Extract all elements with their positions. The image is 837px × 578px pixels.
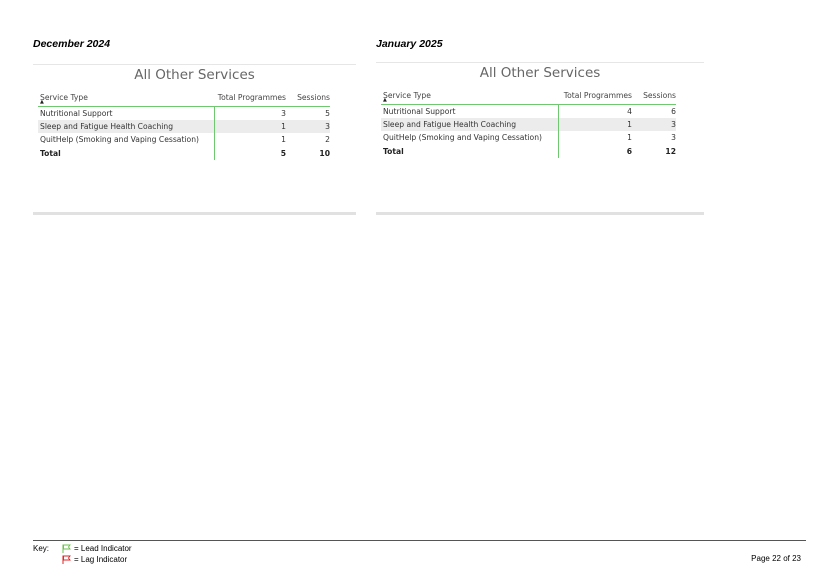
header-label: Service Type xyxy=(40,92,88,102)
cell-total-programmes: 5 xyxy=(213,146,286,160)
lag-indicator-text: = Lag Indicator xyxy=(74,555,128,564)
panel-december: All Other Services Service Type ▲ Total … xyxy=(33,64,356,216)
cell-sessions: 3 xyxy=(632,117,676,131)
cell-total-sessions: 12 xyxy=(665,146,676,156)
cell-sessions: 5 xyxy=(325,108,330,118)
col-header-total-programmes[interactable]: Total Programmes xyxy=(214,88,286,107)
panel-bottom-border xyxy=(376,212,704,215)
lead-indicator-text: = Lead Indicator xyxy=(74,544,132,553)
table-row: Sleep and Fatigue Health Coaching 1 3 xyxy=(381,117,676,131)
table-row: Sleep and Fatigue Health Coaching 1 3 xyxy=(38,119,330,133)
services-table: Service Type ▲ Total Programmes Sessions… xyxy=(38,88,330,160)
cell-sessions: 2 xyxy=(325,135,330,145)
cell-total-programmes: 4 xyxy=(557,104,632,118)
cell-service-type: Nutritional Support xyxy=(40,108,113,118)
cell-total-label: Total xyxy=(383,146,404,156)
col-header-service-type[interactable]: Service Type ▲ xyxy=(38,88,214,107)
key-lag-indicator: = Lag Indicator xyxy=(62,555,127,564)
cell-service-type: Sleep and Fatigue Health Coaching xyxy=(38,119,214,133)
panel-top-border xyxy=(376,62,704,63)
table-row: Nutritional Support 3 5 xyxy=(38,106,330,120)
cell-total-sessions: 10 xyxy=(319,148,330,158)
cell-sessions: 6 xyxy=(671,106,676,116)
sort-ascending-icon: ▲ xyxy=(383,96,387,103)
key-lead-indicator: = Lead Indicator xyxy=(62,544,132,553)
cell-service-type: Nutritional Support xyxy=(383,106,456,116)
cell-total-label: Total xyxy=(40,148,61,158)
table-header-row: Service Type ▲ Total Programmes Sessions xyxy=(381,86,676,105)
key-label: Key: xyxy=(33,544,50,553)
table-total-row: Total 6 12 xyxy=(381,144,676,158)
table-row: QuitHelp (Smoking and Vaping Cessation) … xyxy=(381,131,676,145)
header-label: Service Type xyxy=(383,90,431,100)
cell-service-type: QuitHelp (Smoking and Vaping Cessation) xyxy=(383,133,542,143)
cell-total-programmes: 1 xyxy=(557,117,632,131)
services-table: Service Type ▲ Total Programmes Sessions… xyxy=(381,86,676,158)
cell-total-programmes: 1 xyxy=(213,119,286,133)
col-header-total-programmes[interactable]: Total Programmes xyxy=(558,86,632,105)
page-number: Page 22 of 23 xyxy=(751,554,801,563)
table-row: Nutritional Support 4 6 xyxy=(381,104,676,118)
table-header-row: Service Type ▲ Total Programmes Sessions xyxy=(38,88,330,107)
panel-top-border xyxy=(33,64,356,65)
table-row: QuitHelp (Smoking and Vaping Cessation) … xyxy=(38,133,330,147)
col-header-service-type[interactable]: Service Type ▲ xyxy=(381,86,558,105)
panel-title: All Other Services xyxy=(134,67,255,83)
col-header-sessions[interactable]: Sessions xyxy=(632,86,676,105)
month-heading-december: December 2024 xyxy=(33,38,111,50)
cell-total-programmes: 6 xyxy=(557,144,632,158)
cell-service-type: Sleep and Fatigue Health Coaching xyxy=(381,117,558,131)
cell-total-programmes: 1 xyxy=(213,133,286,147)
red-flag-icon xyxy=(62,555,72,564)
cell-total-programmes: 3 xyxy=(213,106,286,120)
panel-january: All Other Services Service Type ▲ Total … xyxy=(376,62,704,215)
cell-sessions: 3 xyxy=(286,119,330,133)
cell-total-programmes: 1 xyxy=(557,131,632,145)
sort-ascending-icon: ▲ xyxy=(40,98,44,105)
footer-divider xyxy=(33,540,806,541)
green-flag-icon xyxy=(62,544,72,553)
month-heading-january: January 2025 xyxy=(376,38,443,50)
cell-service-type: QuitHelp (Smoking and Vaping Cessation) xyxy=(40,135,199,145)
cell-sessions: 3 xyxy=(671,133,676,143)
panel-title: All Other Services xyxy=(479,65,601,81)
col-header-sessions[interactable]: Sessions xyxy=(286,88,330,107)
table-total-row: Total 5 10 xyxy=(38,146,330,160)
panel-bottom-border xyxy=(33,212,356,215)
